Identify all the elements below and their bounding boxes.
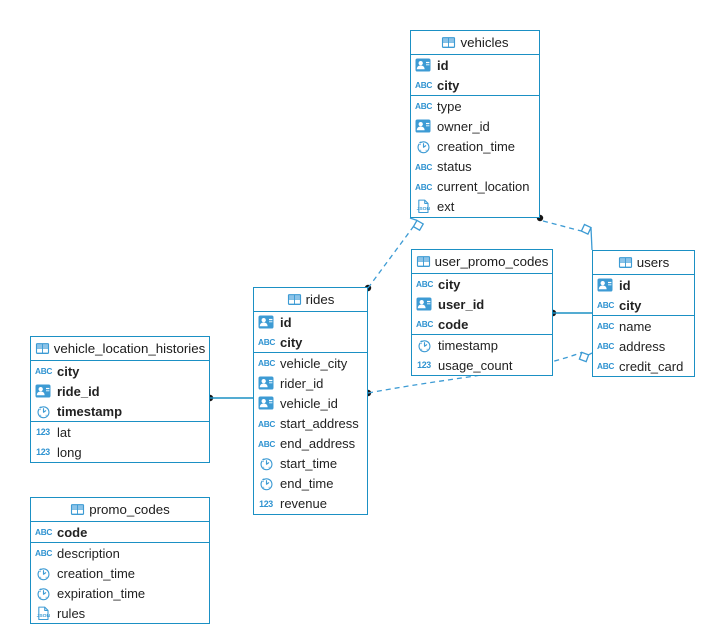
svg-text:JSON: JSON xyxy=(36,613,50,619)
svg-text:JSON: JSON xyxy=(416,206,430,212)
